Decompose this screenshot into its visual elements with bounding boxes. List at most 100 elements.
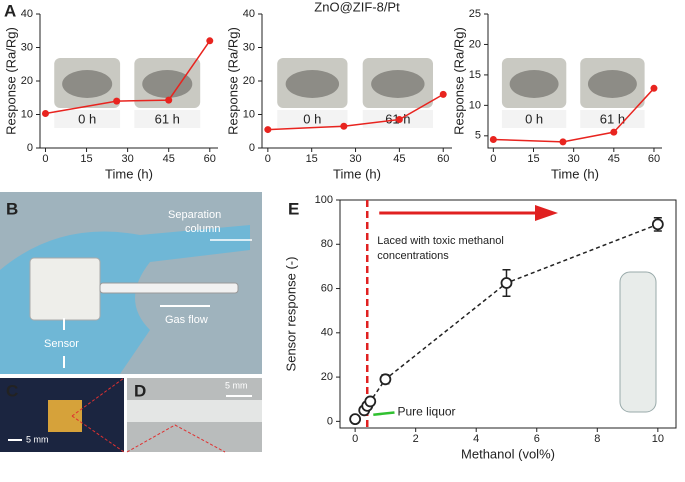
- point: [395, 116, 403, 124]
- y-tick-label: 100: [315, 194, 333, 206]
- x-tick-label: 0: [42, 153, 48, 165]
- x-axis-label: Time (h): [333, 166, 381, 181]
- fish: [62, 70, 113, 98]
- channel: [127, 400, 262, 422]
- annotation: 61 h: [600, 111, 625, 126]
- fish: [371, 70, 425, 98]
- x-tick-label: 4: [473, 433, 479, 445]
- annotation: 0 h: [303, 111, 321, 126]
- x-axis-label: Methanol (vol%): [461, 446, 555, 461]
- fish: [142, 70, 193, 98]
- y-tick-label: 0: [249, 142, 255, 154]
- point: [610, 128, 618, 136]
- annotation: 0 h: [78, 111, 96, 126]
- x-tick-label: 60: [437, 153, 449, 165]
- point: [559, 138, 567, 146]
- y-tick-label: 0: [27, 142, 33, 154]
- point: [379, 373, 392, 386]
- line: [493, 87, 655, 143]
- x-axis-label: Time (h): [551, 166, 599, 181]
- chip: [48, 400, 82, 432]
- y-tick-label: 60: [321, 282, 333, 294]
- y-tick-label: 40: [243, 8, 255, 20]
- x-axis-label: Time (h): [105, 166, 153, 181]
- label: column: [185, 223, 220, 235]
- label: 5 mm: [26, 434, 49, 444]
- line: [267, 93, 444, 131]
- x-tick-label: 15: [527, 153, 539, 165]
- axes: [339, 199, 677, 429]
- line: [45, 40, 211, 115]
- x-tick-label: 0: [490, 153, 496, 165]
- arrow-head: [535, 205, 558, 221]
- inset-caption: [277, 110, 348, 128]
- y-tick-label: 40: [321, 327, 333, 339]
- x-tick-label: 0: [352, 433, 358, 445]
- x-tick-label: 8: [594, 433, 600, 445]
- axes: [487, 14, 662, 149]
- x-tick-label: 45: [163, 153, 175, 165]
- annotation: Laced with toxic methanol: [377, 235, 504, 247]
- panel-label: E: [288, 199, 299, 218]
- annotation: Pure liquor: [398, 405, 456, 419]
- label: Separation: [168, 209, 221, 221]
- panel-label: D: [134, 381, 146, 400]
- y-tick-label: 20: [469, 38, 481, 50]
- label: 5 mm: [225, 380, 248, 390]
- point: [439, 90, 447, 98]
- y-axis-label: Sensor response (-): [283, 257, 298, 372]
- x-tick-label: 10: [652, 433, 664, 445]
- fish: [509, 70, 559, 98]
- bottle: [619, 271, 657, 413]
- x-tick-label: 15: [80, 153, 92, 165]
- point: [651, 218, 664, 231]
- green-arrow: [373, 411, 395, 416]
- point: [206, 37, 214, 45]
- panel-label: B: [6, 199, 18, 218]
- point: [113, 97, 121, 105]
- annotation: 0 h: [525, 111, 543, 126]
- point: [165, 96, 173, 104]
- y-axis-label: Response (Ra/Rg): [3, 27, 18, 135]
- annotation: concentrations: [377, 250, 449, 262]
- inset-caption: [501, 110, 567, 128]
- y-tick-label: 10: [243, 108, 255, 120]
- x-tick-label: 60: [648, 153, 660, 165]
- point: [500, 277, 513, 289]
- inset-caption: [134, 110, 201, 128]
- y-tick-label: 25: [469, 8, 481, 20]
- annotation: 61 h: [155, 111, 180, 126]
- fish: [285, 70, 340, 98]
- y-axis-label: Response (Ra/Rg): [451, 27, 466, 135]
- chart-title: ZnO@ZIF-8/Pt: [314, 0, 400, 14]
- y-tick-label: 20: [243, 75, 255, 87]
- x-tick-label: 45: [393, 153, 405, 165]
- fish: [587, 70, 637, 98]
- y-tick-label: 15: [469, 69, 481, 81]
- x-tick-label: 0: [265, 153, 271, 165]
- point: [41, 109, 49, 117]
- x-tick-label: 30: [349, 153, 361, 165]
- x-tick-label: 2: [413, 433, 419, 445]
- y-tick-label: 5: [475, 130, 481, 142]
- y-tick-label: 20: [321, 371, 333, 383]
- point: [650, 84, 658, 92]
- y-tick-label: 10: [21, 108, 33, 120]
- x-tick-label: 30: [122, 153, 134, 165]
- label: Gas flow: [165, 314, 208, 326]
- y-tick-label: 30: [243, 41, 255, 53]
- point: [264, 126, 272, 134]
- y-tick-label: 40: [21, 8, 33, 20]
- y-tick-label: 20: [21, 75, 33, 87]
- y-tick-label: 80: [321, 238, 333, 250]
- x-tick-label: 30: [568, 153, 580, 165]
- panel-label: A: [4, 1, 16, 20]
- sensor-box: [29, 257, 101, 321]
- point: [349, 413, 362, 426]
- panel-label: C: [6, 381, 18, 400]
- x-tick-label: 60: [204, 153, 216, 165]
- y-tick-label: 0: [327, 415, 333, 427]
- point: [340, 122, 348, 130]
- y-tick-label: 30: [21, 41, 33, 53]
